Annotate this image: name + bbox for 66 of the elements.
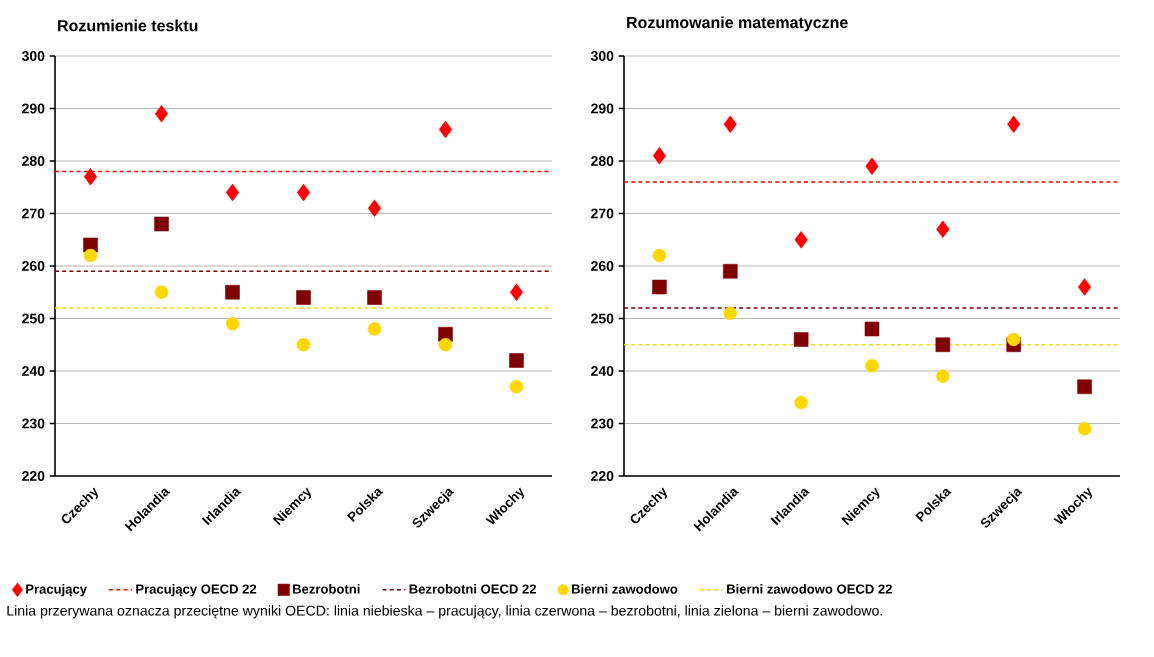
point xyxy=(154,285,169,299)
point xyxy=(652,147,666,165)
chart-title: Rozumienie tesktu xyxy=(58,19,198,32)
y-tick-label: 240 xyxy=(591,366,614,376)
point xyxy=(509,380,524,394)
point xyxy=(1007,115,1021,133)
point xyxy=(296,290,311,305)
y-tick-label: 250 xyxy=(22,313,45,324)
y-tick-label: 220 xyxy=(591,471,614,481)
y-tick-label: 300 xyxy=(590,51,614,61)
chart-title: Rozumowanie matematyczne xyxy=(627,16,848,32)
point xyxy=(154,105,169,123)
legend-label: Pracujący OECD 22 xyxy=(136,584,257,597)
y-tick-label: 280 xyxy=(591,156,614,166)
point xyxy=(794,395,808,410)
point xyxy=(652,279,667,295)
point xyxy=(723,306,737,320)
legend-label: Pracujący xyxy=(26,584,87,597)
point xyxy=(225,183,240,202)
point xyxy=(296,338,311,352)
point xyxy=(936,220,950,238)
point xyxy=(723,115,737,133)
legend-label: Bezrobotni xyxy=(293,584,360,594)
y-tick-label: 260 xyxy=(22,261,45,271)
point xyxy=(864,321,880,337)
point xyxy=(865,157,879,175)
point xyxy=(509,283,524,301)
legend-label: Bierni zawodowo xyxy=(571,584,678,594)
point xyxy=(83,248,98,263)
y-tick-label: 270 xyxy=(22,208,45,219)
point xyxy=(794,231,808,249)
point xyxy=(865,359,879,373)
y-tick-label: 240 xyxy=(22,366,45,376)
y-tick-label: 300 xyxy=(21,51,45,61)
point xyxy=(225,284,240,300)
y-tick-label: 250 xyxy=(591,313,614,324)
y-tick-label: 280 xyxy=(22,156,45,166)
point xyxy=(1077,422,1092,436)
y-tick-label: 270 xyxy=(591,208,614,219)
point xyxy=(793,332,809,347)
point xyxy=(1007,332,1021,347)
y-tick-label: 290 xyxy=(591,103,614,114)
point xyxy=(367,290,382,305)
point xyxy=(225,317,240,331)
y-tick-label: 230 xyxy=(591,418,614,429)
point xyxy=(367,199,382,217)
point xyxy=(1077,379,1092,395)
point xyxy=(154,216,169,232)
legend-label: Bierni zawodowo OECD 22 xyxy=(727,584,892,594)
text: Linia przerywana oznacza przeciętne wyniki OECD: linia niebieska – pracujący, linia czerwona – bezrobotni, linia zielona – bierni zawodowo. xyxy=(7,605,883,619)
point xyxy=(652,248,667,263)
point xyxy=(936,369,950,383)
point xyxy=(509,353,524,368)
point xyxy=(935,337,951,353)
point xyxy=(83,168,98,186)
point xyxy=(1077,278,1092,296)
point xyxy=(438,338,453,352)
point xyxy=(296,183,311,202)
y-tick-label: 290 xyxy=(22,103,45,114)
point xyxy=(723,263,738,279)
y-tick-label: 260 xyxy=(591,261,614,271)
y-tick-label: 230 xyxy=(22,418,45,429)
legend-label: Bezrobotni OECD 22 xyxy=(409,584,536,594)
point xyxy=(438,120,453,139)
point xyxy=(367,322,382,336)
y-tick-label: 220 xyxy=(22,471,45,481)
